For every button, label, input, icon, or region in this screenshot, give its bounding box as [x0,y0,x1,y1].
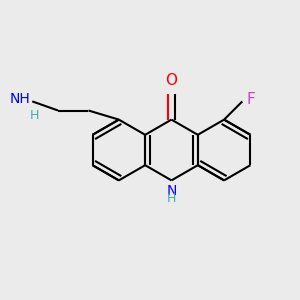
Text: F: F [246,92,255,107]
Text: NH: NH [10,92,31,106]
Text: H: H [167,192,176,205]
Text: H: H [30,109,40,122]
Text: O: O [166,73,178,88]
Text: N: N [166,184,177,198]
